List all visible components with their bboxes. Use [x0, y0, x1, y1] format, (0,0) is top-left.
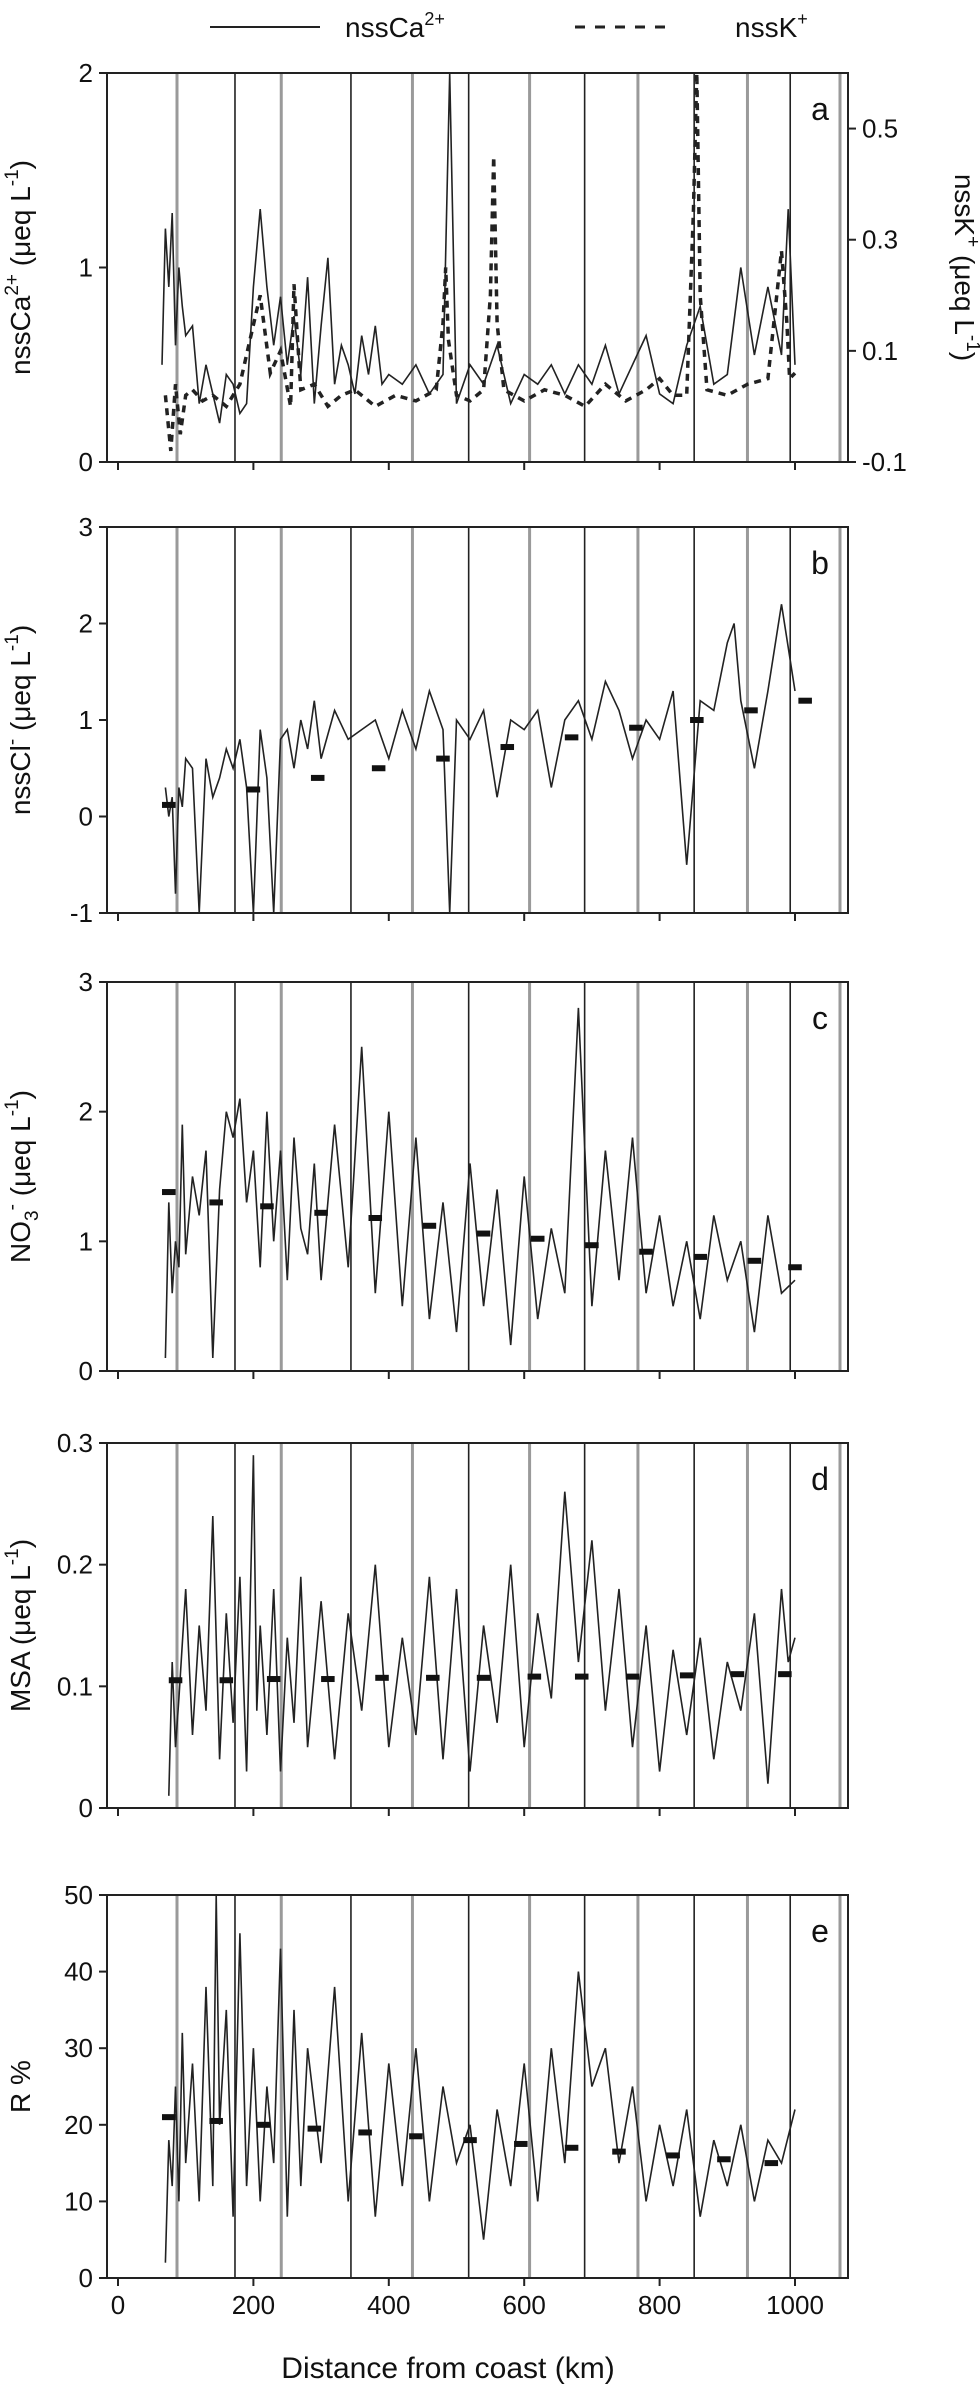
mean-segments: [168, 1671, 792, 1684]
plot-frame: [106, 981, 849, 1372]
mean-segments: [162, 697, 812, 808]
panel-e: 0 10 20 30 40 50 e R %: [5, 1880, 849, 2293]
series-line-nsscl: [164, 604, 796, 914]
y-tick-label: 0.1: [57, 1671, 93, 1701]
series-line-msa: [168, 1455, 796, 1796]
y-axis-label: nssCa2+ (μeq L-1): [2, 160, 36, 375]
y-tick-label: 10: [64, 2186, 93, 2216]
y-tick-label: 40: [64, 1957, 93, 1987]
y-tick-label: 0: [79, 1356, 93, 1386]
y-axis-label: R %: [5, 2060, 36, 2113]
y2-tick-label: -0.1: [862, 447, 907, 477]
y-tick-label: 30: [64, 2033, 93, 2063]
legend-label-nssk: nssK+: [735, 9, 808, 43]
x-ticks: [117, 913, 796, 921]
x-tick-label: 200: [232, 2290, 275, 2320]
y2-tick-label: 0.5: [862, 114, 898, 144]
y-axis-label: MSA (μeq L-1): [2, 1539, 36, 1712]
x-ticks: [117, 462, 796, 470]
plot-frame: [106, 72, 849, 463]
y-axis-label: NO3- (μeq L-1): [2, 1090, 43, 1263]
mean-segments: [162, 2114, 779, 2167]
panel-b: -1 0 1 2 3 b nssCl- (μeq L-1): [2, 512, 849, 928]
y-tick-label: -1: [70, 898, 93, 928]
panel-letter: a: [811, 91, 829, 127]
y-tick-label: 50: [64, 1880, 93, 1910]
y-tick-label: 1: [79, 705, 93, 735]
legend: nssCa2+ nssK+: [210, 9, 808, 43]
x-axis-label: Distance from coast (km): [281, 2352, 614, 2385]
y2-axis: -0.1 0.1 0.3 0.5 nssK+ (μeq L-1): [848, 114, 980, 477]
y-tick-label: 0.3: [57, 1428, 93, 1458]
y-axis-label: nssK+ (μeq L-1): [949, 174, 980, 361]
panel-d: 0 0.1 0.2 0.3 d MSA (μeq L-1): [2, 1428, 849, 1823]
panel-c: 0 1 2 3 c NO3- (μeq L-1): [2, 967, 849, 1386]
panel-letter: b: [811, 545, 829, 581]
plot-frame: [106, 1442, 849, 1809]
y-tick-label: 3: [79, 512, 93, 542]
y-tick-label: 20: [64, 2110, 93, 2140]
x-tick-label: 0: [111, 2290, 125, 2320]
y2-tick-label: 0.3: [862, 225, 898, 255]
series-line-nssk: [163, 72, 797, 452]
y-tick-label: 0: [79, 802, 93, 832]
panel-letter: c: [812, 1000, 828, 1036]
x-ticks: [117, 1371, 796, 1379]
series-line-nssca2: [161, 72, 796, 424]
y-tick-label: 0: [79, 1793, 93, 1823]
y-axis: 0 0.1 0.2 0.3: [57, 1428, 107, 1823]
band-dividers: [175, 1443, 842, 1808]
y-tick-label: 0: [79, 447, 93, 477]
panel-letter: d: [811, 1461, 829, 1497]
series-line-no3: [164, 1007, 796, 1359]
y-axis: 0 1 2: [79, 58, 107, 477]
y-axis: 0 1 2 3: [79, 967, 107, 1386]
mean-segments: [162, 1189, 802, 1271]
x-ticks: [117, 1808, 796, 1816]
plot-frame: [106, 1894, 849, 2279]
y-tick-label: 0: [79, 2263, 93, 2293]
x-tick-labels: 0 200 400 600 800 1000: [111, 2290, 824, 2320]
band-dividers: [175, 982, 842, 1371]
x-tick-label: 600: [503, 2290, 546, 2320]
y-tick-label: 3: [79, 967, 93, 997]
panel-letter: e: [811, 1913, 829, 1949]
y-axis: 0 10 20 30 40 50: [64, 1880, 107, 2293]
x-tick-label: 400: [367, 2290, 410, 2320]
series-line-r: [164, 1894, 796, 2263]
y-tick-label: 2: [79, 58, 93, 88]
plot-frame: [106, 526, 849, 914]
panel-a: 0 1 2 -0.1 0.1 0.3 0.5 nssK+ (μeq L-1) a nssCa2+ …: [2, 58, 980, 477]
y-tick-label: 1: [79, 1226, 93, 1256]
y-tick-label: 2: [79, 609, 93, 639]
legend-label-nssca: nssCa2+: [345, 9, 445, 43]
y-axis: -1 0 1 2 3: [70, 512, 107, 928]
y2-tick-label: 0.1: [862, 336, 898, 366]
y-tick-label: 0.2: [57, 1550, 93, 1580]
y-tick-label: 1: [79, 253, 93, 283]
x-tick-label: 800: [638, 2290, 681, 2320]
y-axis-label: nssCl- (μeq L-1): [2, 625, 36, 815]
y-tick-label: 2: [79, 1097, 93, 1127]
x-ticks: [117, 2278, 796, 2286]
band-dividers: [175, 1895, 842, 2278]
x-tick-label: 1000: [766, 2290, 824, 2320]
